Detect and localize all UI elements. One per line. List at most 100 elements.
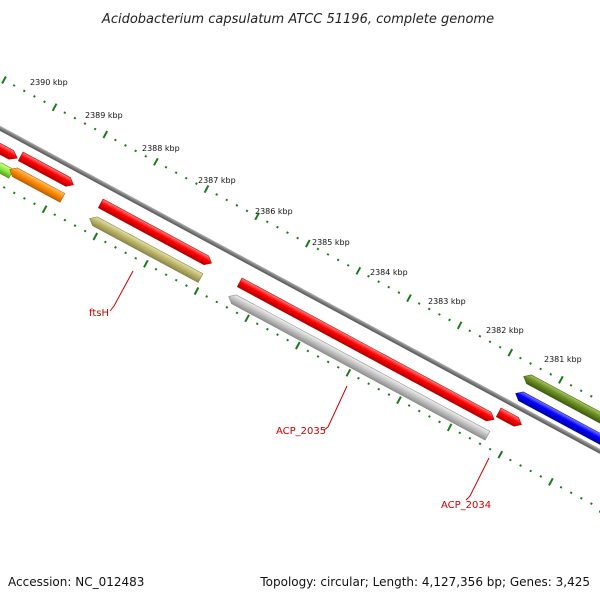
scale-tick-inner — [276, 333, 279, 337]
scale-tick-inner — [114, 246, 117, 249]
scale-tick-inner — [539, 475, 543, 478]
gene-forward-3[interactable] — [97, 198, 214, 268]
scale-tick-outer — [539, 367, 542, 371]
tick-label-2383: 2383 kbp — [428, 297, 466, 306]
scale-tick-inner — [23, 196, 26, 200]
scale-tick-outer — [456, 321, 463, 330]
scale-tick-outer — [174, 171, 178, 175]
scale-tick-outer — [305, 239, 311, 248]
scale-tick-inner — [478, 442, 482, 446]
gene-label-leaders — [109, 270, 490, 501]
scale-tick-outer — [225, 198, 229, 202]
scale-tick-inner — [164, 273, 168, 277]
gene-ftsH[interactable] — [87, 214, 204, 283]
scale-tick-inner — [497, 450, 504, 459]
scale-tick-outer — [448, 318, 451, 322]
scale-tick-inner — [134, 256, 138, 260]
gene-forward-5[interactable] — [495, 407, 524, 429]
scale-tick-inner — [306, 349, 310, 353]
scale-tick-outer — [589, 394, 593, 398]
scale-tick-inner — [41, 205, 48, 214]
scale-tick-outer — [519, 356, 522, 360]
scale-tick-inner — [104, 240, 107, 244]
gene-label-ftsH[interactable]: ftsH — [89, 308, 109, 319]
scale-tick-outer — [478, 334, 482, 338]
scale-tick-inner — [569, 491, 573, 495]
genome-summary-text: Topology: circular; Length: 4,127,356 bp… — [259, 575, 590, 589]
scale-tick-outer — [215, 193, 218, 196]
scale-tick-inner — [124, 251, 127, 255]
scale-tick-inner — [316, 355, 320, 358]
gene-label-ACP_2034[interactable]: ACP_2034 — [441, 500, 491, 511]
tick-label-2382: 2382 kbp — [486, 326, 524, 335]
gene-reverse-lime[interactable] — [0, 160, 14, 179]
scale-tick-outer — [195, 182, 198, 185]
scale-tick-inner — [468, 436, 472, 440]
scale-tick-outer — [296, 236, 299, 240]
scale-tick-outer — [276, 225, 279, 229]
scale-tick-outer — [124, 144, 127, 147]
scale-tick-outer — [93, 127, 97, 131]
scale-tick-inner — [255, 322, 259, 326]
scale-tick-inner — [417, 409, 421, 413]
scale-tick-outer — [387, 285, 391, 289]
scale-tick-outer — [488, 340, 492, 344]
scale-tick-outer — [569, 383, 573, 387]
tick-label-2389: 2389 kbp — [85, 111, 123, 120]
scale-tick-inner — [428, 415, 431, 418]
scale-tick-outer — [1, 76, 7, 84]
scale-tick-inner — [590, 502, 593, 506]
scale-tick-outer — [367, 274, 370, 278]
scale-tick-inner — [458, 431, 462, 435]
scale-tick-outer — [355, 266, 362, 275]
scale-tick-outer — [134, 149, 137, 153]
scale-tick-outer — [83, 122, 87, 125]
scale-tick-inner — [336, 366, 340, 369]
tick-label-2385: 2385 kbp — [312, 238, 350, 247]
gene-forward-1[interactable] — [0, 140, 20, 163]
scale-tick-outer — [406, 294, 412, 303]
scale-tick-inner — [154, 267, 158, 271]
scale-tick-outer — [51, 103, 58, 112]
scale-tick-inner — [326, 360, 330, 364]
scale-tick-outer — [63, 111, 67, 115]
gene-blue[interactable] — [513, 389, 600, 446]
scale-tick-outer — [438, 313, 441, 316]
gene-reverse-orange[interactable] — [7, 165, 66, 203]
scale-tick-inner — [12, 191, 16, 195]
tick-label-2390: 2390 kbp — [30, 78, 68, 87]
scale-tick-outer — [336, 258, 340, 262]
scale-tick-outer — [43, 100, 46, 104]
scale-tick-outer — [377, 280, 380, 284]
scale-tick-outer — [184, 176, 188, 180]
scale-labels: 2390 kbp 2389 kbp 2388 kbp 2387 kbp 2386… — [30, 78, 582, 364]
scale-tick-inner — [53, 213, 57, 217]
scale-tick-inner — [2, 186, 6, 189]
genome-backbone — [0, 121, 600, 458]
gene-olive[interactable] — [521, 372, 600, 429]
scale-tick-inner — [509, 458, 512, 462]
scale-tick-inner — [205, 295, 208, 298]
scale-tick-outer — [164, 165, 168, 169]
scale-tick-outer — [235, 204, 239, 207]
scale-tick-inner — [367, 382, 370, 386]
tick-label-2386: 2386 kbp — [255, 207, 293, 216]
scale-ticks-inner — [2, 186, 600, 513]
gene-forward-2[interactable] — [17, 151, 76, 189]
scale-tick-outer — [254, 212, 260, 221]
gene-ACP_2035[interactable] — [226, 292, 491, 441]
scale-tick-inner — [143, 259, 149, 268]
gene-forward-4[interactable] — [236, 277, 496, 424]
scale-tick-outer — [265, 220, 269, 224]
scale-tick-inner — [579, 496, 583, 500]
scale-tick-outer — [529, 362, 532, 365]
gene-label-ACP_2035[interactable]: ACP_2035 — [276, 426, 326, 437]
scale-tick-inner — [519, 464, 522, 467]
scale-tick-inner — [357, 376, 360, 380]
scale-tick-outer — [397, 291, 401, 294]
scale-tick-outer — [245, 209, 249, 213]
scale-tick-inner — [529, 469, 532, 473]
scale-tick-inner — [407, 404, 411, 407]
scale-tick-inner — [446, 423, 453, 432]
